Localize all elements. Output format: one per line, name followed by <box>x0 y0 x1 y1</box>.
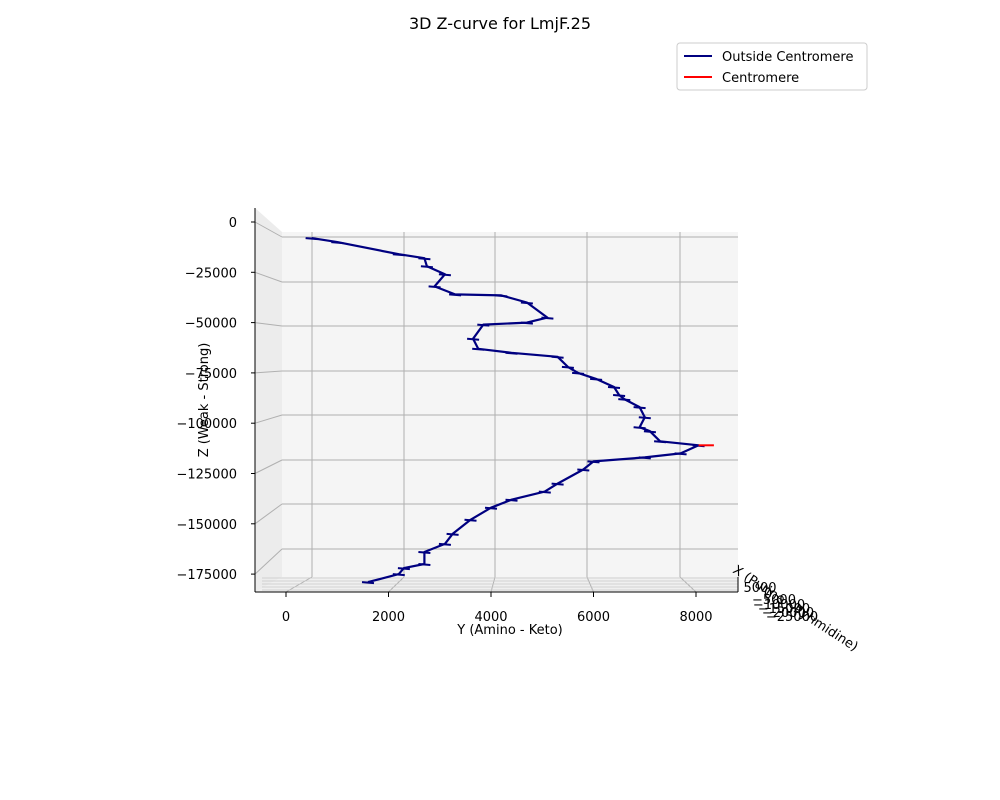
series-point-outside-centromere <box>520 321 533 325</box>
series-point-outside-centromere <box>397 567 410 571</box>
grid-line-side <box>254 459 283 474</box>
grid-line-side <box>254 322 283 327</box>
series-point-outside-centromere <box>638 416 651 420</box>
grid-line-floor <box>490 576 496 593</box>
series-point-outside-centromere <box>618 398 631 402</box>
series-point-outside-centromere <box>505 498 518 502</box>
series-point-outside-centromere <box>541 316 554 320</box>
x-tick-label: 5000 <box>743 581 776 596</box>
series-point-outside-centromere <box>438 273 451 277</box>
grid-line-side <box>254 370 283 374</box>
series-point-outside-centromere <box>607 386 621 389</box>
series-point-outside-centromere <box>577 468 590 472</box>
series-point-outside-centromere <box>428 285 441 289</box>
series-point-outside-centromere <box>464 518 477 522</box>
x-tick-label: −20000 <box>762 606 814 621</box>
y-tick-labels: 0 2000 4000 6000 8000 <box>282 592 713 625</box>
x-axis-label: X (Purine - Pyrimidine) <box>730 563 861 655</box>
y-tick-label: 6000 <box>577 610 610 625</box>
series-point-outside-centromere <box>495 294 508 298</box>
grid-line-side <box>254 548 283 575</box>
series-point-outside-centromere <box>477 323 490 327</box>
series-point-outside-centromere <box>484 506 498 510</box>
y-axis-label: Y (Amino - Keto) <box>456 623 562 638</box>
z-tick-label: −125000 <box>176 468 237 483</box>
series-point-outside-centromere <box>446 532 459 536</box>
x-tick-label: 0 <box>764 587 772 602</box>
series-point-outside-centromere <box>520 301 533 305</box>
series-point-outside-centromere <box>418 563 431 566</box>
x-tick-label: −15000 <box>758 602 810 617</box>
series-point-outside-centromere <box>331 241 344 245</box>
series-point-outside-centromere <box>392 253 405 257</box>
grid-line-floor <box>679 576 697 593</box>
z-tick-label: 0 <box>229 216 237 231</box>
series-point-outside-centromere <box>551 482 564 486</box>
series-point-outside-centromere <box>643 430 656 434</box>
series-point-outside-centromere <box>587 460 600 464</box>
grid-line-floor <box>388 576 405 593</box>
series-point-outside-centromere <box>361 581 375 585</box>
series-point-outside-centromere <box>438 542 451 546</box>
series-point-outside-centromere <box>590 377 603 381</box>
side-pane <box>255 208 282 592</box>
series-point-outside-centromere <box>613 394 626 397</box>
y-tick-label: 4000 <box>474 610 507 625</box>
series-point-outside-centromere <box>654 440 667 444</box>
series-point-outside-centromere <box>392 573 405 577</box>
legend-label-outside-centromere: Outside Centromere <box>722 50 853 65</box>
grid-line-side <box>254 271 283 283</box>
series-point-outside-centromere <box>674 452 687 456</box>
y-tick-label: 2000 <box>372 610 405 625</box>
grid-line-side <box>254 414 283 424</box>
y-tick-label: 8000 <box>679 610 712 625</box>
z-tick-label: −25000 <box>185 266 237 281</box>
grid-line-floor <box>285 576 313 593</box>
series-point-outside-centromere <box>467 337 480 341</box>
series-point-outside-centromere <box>638 456 651 460</box>
series-point-outside-centromere <box>418 257 431 261</box>
series-point-outside-centromere <box>472 347 485 351</box>
y-tick-label: 0 <box>282 610 290 625</box>
series-point-outside-centromere <box>505 351 518 355</box>
grid-line-floor <box>586 576 594 593</box>
series-layer <box>305 237 714 585</box>
legend-box <box>676 42 868 91</box>
z-tick-labels: 0 −25000 −50000 −75000 −100000 −125000 −150000… <box>176 216 255 583</box>
z-tick-label: −75000 <box>185 367 237 382</box>
back-pane <box>282 232 738 577</box>
z-tick-label: −175000 <box>176 568 237 583</box>
grid-line-side <box>254 221 283 238</box>
series-point-outside-centromere <box>633 426 646 430</box>
legend: Outside Centromere Centromere <box>676 42 868 91</box>
z-tick-label: −150000 <box>176 518 237 533</box>
z-tick-label: −50000 <box>185 317 237 332</box>
x-tick-label: −5000 <box>752 593 796 608</box>
z-axis-label: Z (Weak - Strong) <box>197 343 212 458</box>
x-tick-label: −25000 <box>766 610 818 625</box>
series-point-outside-centromere <box>418 551 431 554</box>
series-point-outside-centromere <box>551 355 564 359</box>
x-tick-label: −10000 <box>753 598 805 613</box>
series-point-outside-centromere <box>572 371 585 375</box>
grid-line-side <box>254 503 283 525</box>
x-tick-labels: 50000−5000−10000−15000−20000−25000 <box>743 581 818 625</box>
grid-layer <box>254 221 738 593</box>
series-point-outside-centromere <box>449 293 462 297</box>
chart-title: 3D Z-curve for LmjF.25 <box>409 14 591 33</box>
legend-label-centromere: Centromere <box>722 71 799 86</box>
series-point-outside-centromere <box>420 265 433 269</box>
series-point-outside-centromere <box>538 490 551 494</box>
series-point-outside-centromere <box>305 237 318 241</box>
series-point-outside-centromere <box>633 406 646 410</box>
z-tick-label: −100000 <box>176 417 237 432</box>
series-point-outside-centromere <box>561 365 574 369</box>
